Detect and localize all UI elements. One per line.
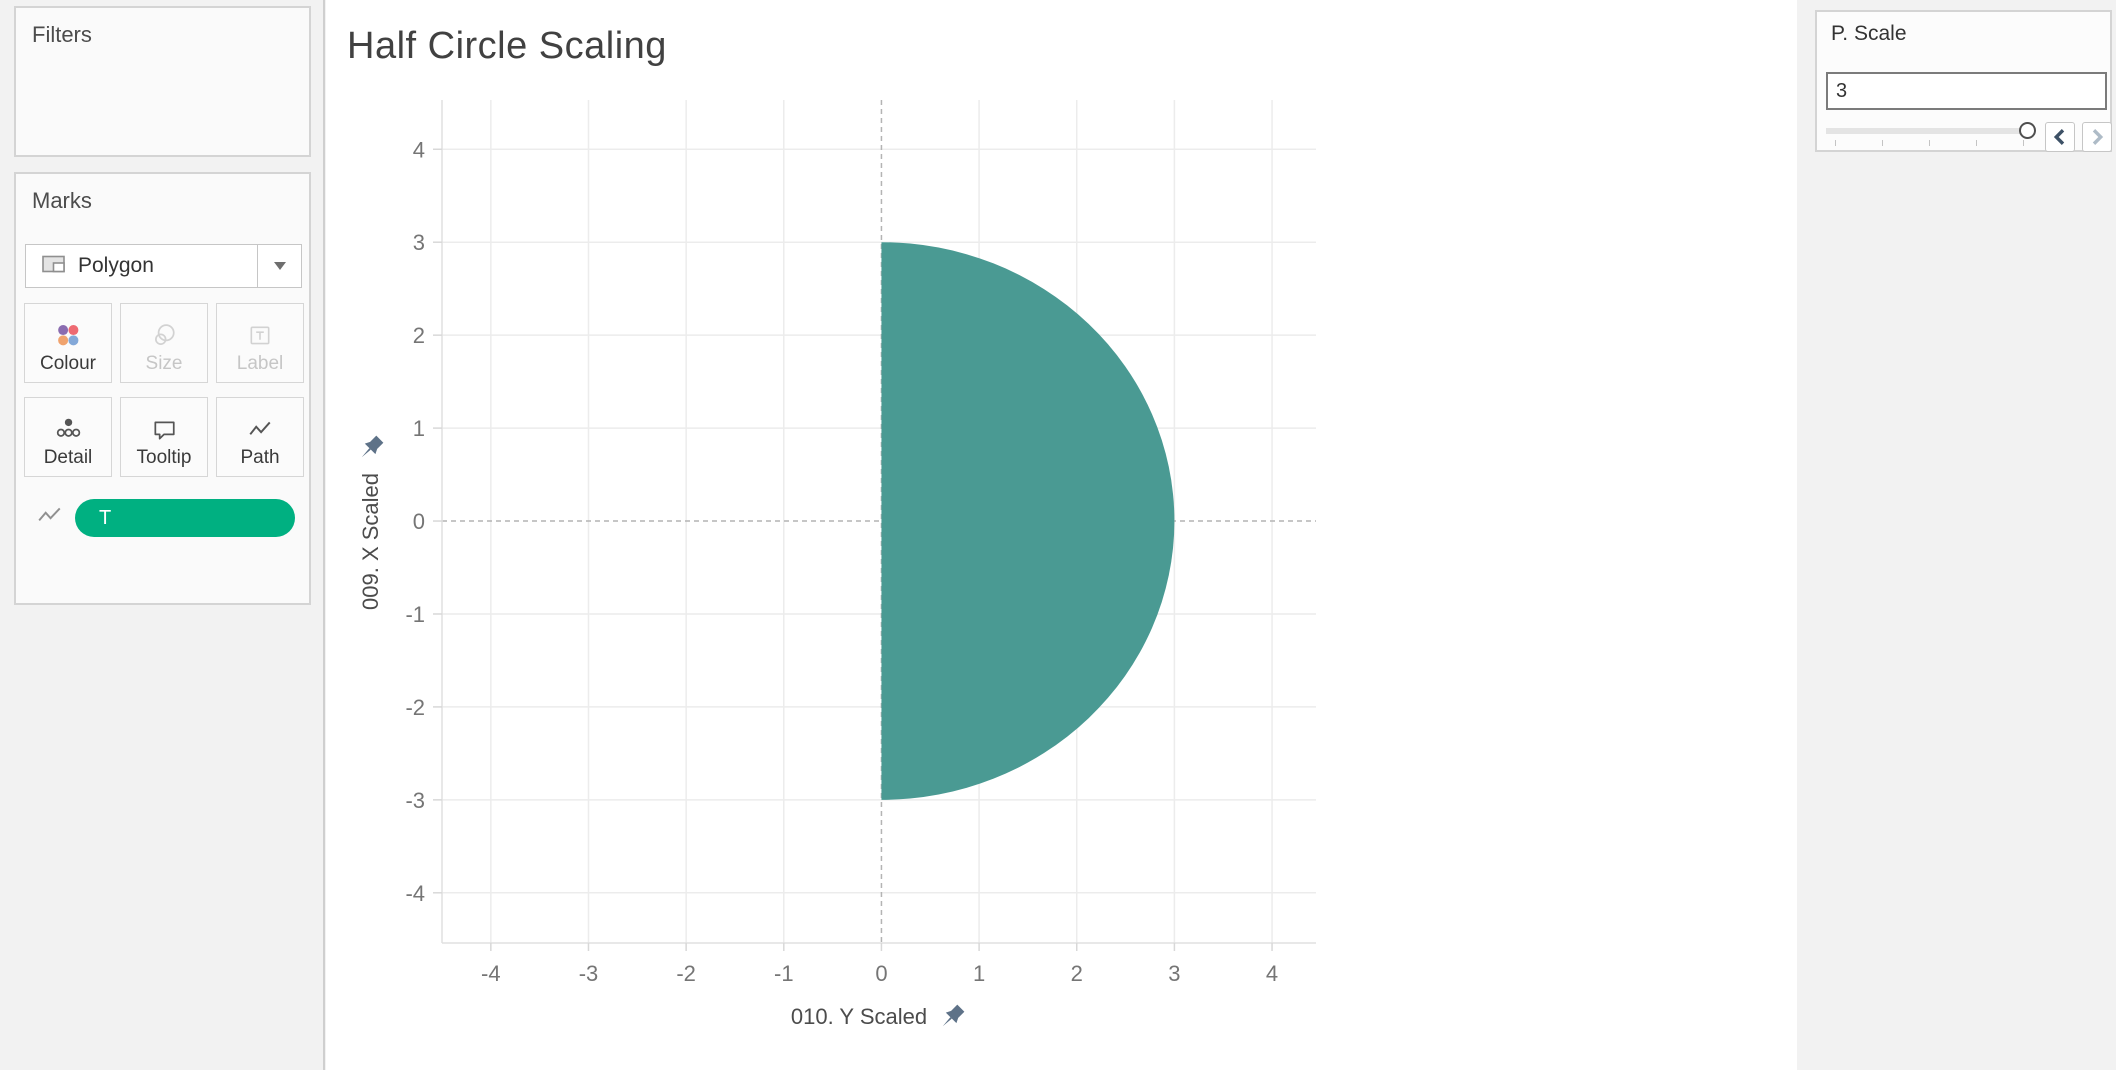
worksheet-canvas: Half Circle Scaling -4 -3 -2 -1 0 1 2 3 4 -4 -3 -2-…: [326, 0, 1797, 1070]
marks-title: Marks: [32, 188, 92, 213]
chevron-down-icon: [273, 262, 286, 270]
slider-handle[interactable]: [2019, 122, 2036, 139]
svg-text:-4: -4: [481, 961, 501, 986]
svg-text:0: 0: [875, 961, 887, 986]
parameter-card: P. Scale: [1815, 10, 2112, 152]
path-zigzag-icon: [35, 503, 65, 534]
previous-value-button[interactable]: [2045, 122, 2075, 152]
y-axis-title-block: 009. X Scaled: [348, 100, 394, 943]
y-axis-title: 009. X Scaled: [358, 473, 383, 610]
sheet-title: Half Circle Scaling: [347, 25, 667, 67]
chevron-right-icon: [2092, 129, 2104, 145]
path-zigzag-icon: [247, 417, 273, 443]
path-button-label: Path: [240, 447, 280, 468]
parameter-panel: P. Scale: [1799, 0, 2116, 1070]
plot-area[interactable]: -4 -3 -2 -1 0 1 2 3 4 -4 -3 -2 -1 0 1 2 3 4: [405, 100, 1316, 986]
label-t-icon: [247, 323, 273, 349]
slider-track[interactable]: [1826, 128, 2026, 134]
marks-card: Marks Polygon: [14, 172, 311, 605]
detail-button[interactable]: Detail: [24, 397, 112, 477]
path-shelf: T: [35, 499, 295, 537]
chevron-left-icon: [2053, 129, 2065, 145]
path-button[interactable]: Path: [216, 397, 304, 477]
tooltip-button[interactable]: Tooltip: [120, 397, 208, 477]
mark-type-dropdown[interactable]: Polygon: [25, 244, 302, 288]
tooltip-button-label: Tooltip: [136, 447, 192, 468]
svg-text:3: 3: [413, 230, 425, 255]
half-circle-plot[interactable]: -4 -3 -2 -1 0 1 2 3 4 -4 -3 -2 -1 0 1 2 3 4: [405, 100, 1316, 986]
svg-text:-4: -4: [405, 881, 425, 906]
size-button-label: Size: [145, 353, 183, 374]
svg-text:-3: -3: [405, 788, 425, 813]
svg-text:-2: -2: [405, 695, 425, 720]
svg-text:-1: -1: [774, 961, 794, 986]
svg-text:1: 1: [413, 416, 425, 441]
svg-text:1: 1: [973, 961, 985, 986]
next-value-button[interactable]: [2082, 122, 2112, 152]
field-pill-label: T: [99, 506, 112, 529]
y-axis-pin-icon[interactable]: [350, 427, 392, 469]
x-axis-pin-icon[interactable]: [931, 996, 973, 1038]
label-button-label: Label: [236, 353, 284, 374]
size-circles-icon: [151, 323, 177, 349]
filters-card: Filters: [14, 6, 311, 157]
parameter-value-input[interactable]: [1826, 72, 2107, 110]
svg-text:2: 2: [413, 323, 425, 348]
x-axis-title: 010. Y Scaled: [790, 1004, 928, 1029]
left-sidebar: Filters Marks Polygon: [0, 0, 325, 1070]
marks-button-grid: Colour Size Label: [24, 303, 305, 477]
colour-button[interactable]: Colour: [24, 303, 112, 383]
svg-text:-2: -2: [676, 961, 696, 986]
svg-text:0: 0: [413, 509, 425, 534]
svg-text:4: 4: [413, 137, 425, 162]
mark-type-caret-button[interactable]: [257, 245, 301, 287]
svg-text:-3: -3: [579, 961, 599, 986]
x-axis-title-block: 010. Y Scaled: [442, 1002, 1316, 1032]
size-button: Size: [120, 303, 208, 383]
label-button: Label: [216, 303, 304, 383]
tooltip-bubble-icon: [151, 417, 177, 443]
svg-text:4: 4: [1266, 961, 1278, 986]
polygon-mark-icon: [42, 255, 66, 278]
colour-dots-icon: [55, 323, 81, 349]
svg-text:-1: -1: [405, 602, 425, 627]
slider-tick-marks: [1826, 140, 2032, 147]
mark-type-value: Polygon: [78, 254, 154, 277]
detail-button-label: Detail: [43, 447, 93, 468]
svg-text:2: 2: [1071, 961, 1083, 986]
field-pill[interactable]: T: [75, 499, 295, 537]
colour-button-label: Colour: [40, 353, 96, 374]
parameter-slider: [1826, 118, 2112, 152]
svg-text:3: 3: [1168, 961, 1180, 986]
parameter-title: P. Scale: [1831, 22, 1907, 45]
detail-dots-icon: [55, 417, 81, 443]
filters-title: Filters: [32, 22, 92, 47]
